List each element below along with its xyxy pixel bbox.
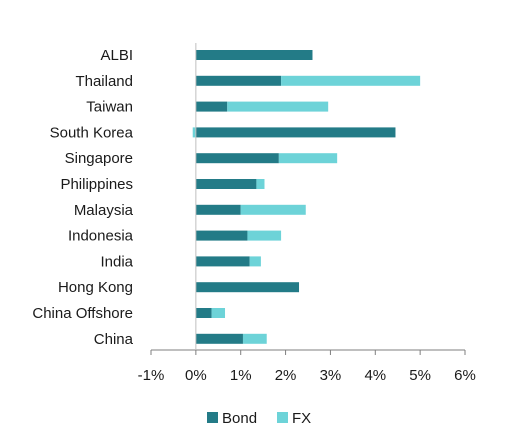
category-label: Taiwan xyxy=(86,99,133,116)
bar-bond-singapore xyxy=(195,153,279,164)
bar-bond-taiwan xyxy=(195,101,228,112)
bars-group xyxy=(192,50,421,344)
x-tick-label: 6% xyxy=(454,367,476,384)
category-label: India xyxy=(100,253,133,270)
bar-fx-indonesia xyxy=(247,230,282,241)
bar-bond-thailand xyxy=(195,75,282,86)
bar-fx-philippines xyxy=(256,179,265,189)
x-tick-label: -1% xyxy=(138,367,165,384)
x-tick-label: 2% xyxy=(275,367,297,384)
bar-fx-india xyxy=(249,256,261,267)
bar-bond-indonesia xyxy=(195,230,248,241)
bar-fx-malaysia xyxy=(240,204,306,215)
category-label: China xyxy=(94,331,134,348)
category-label: Hong Kong xyxy=(58,279,133,296)
bar-fx-thailand xyxy=(281,75,421,86)
category-label: China Offshore xyxy=(32,305,133,322)
bar-bond-albi xyxy=(195,50,313,60)
bar-bond-malaysia xyxy=(195,204,241,215)
category-label: South Korea xyxy=(50,124,134,141)
bar-bond-china xyxy=(195,333,243,344)
x-tick-label: 0% xyxy=(185,367,207,384)
bar-bond-philippines xyxy=(195,179,257,189)
bar-bond-south-korea xyxy=(195,127,396,138)
category-label: Indonesia xyxy=(68,228,134,245)
x-tick-label: 5% xyxy=(409,367,431,384)
x-tick-label: 1% xyxy=(230,367,252,384)
category-label: Philippines xyxy=(60,176,133,193)
x-axis: -1% 0% 1% 2% 3% 4% 5% 6% xyxy=(138,43,476,384)
legend-label-fx: FX xyxy=(292,410,311,427)
legend-swatch-bond xyxy=(207,412,218,423)
category-label: Malaysia xyxy=(74,202,134,219)
category-label: ALBI xyxy=(100,47,133,64)
legend: Bond FX xyxy=(207,410,311,427)
bar-bond-india xyxy=(195,256,250,267)
category-labels: ALBI Thailand Taiwan South Korea Singapore Ph… xyxy=(32,47,133,348)
bar-fx-china-offshore xyxy=(211,308,226,318)
x-tick-label: 4% xyxy=(364,367,386,384)
category-label: Thailand xyxy=(75,73,133,90)
legend-label-bond: Bond xyxy=(222,410,257,427)
bar-fx-taiwan xyxy=(227,101,329,112)
bar-fx-singapore xyxy=(278,153,338,164)
bar-bond-hong-kong xyxy=(195,282,300,293)
legend-swatch-fx xyxy=(277,412,288,423)
bar-bond-china-offshore xyxy=(195,308,212,318)
bar-fx-south-korea xyxy=(192,127,196,138)
bar-fx-china xyxy=(242,333,267,344)
category-label: Singapore xyxy=(65,150,133,167)
x-tick-label: 3% xyxy=(320,367,342,384)
